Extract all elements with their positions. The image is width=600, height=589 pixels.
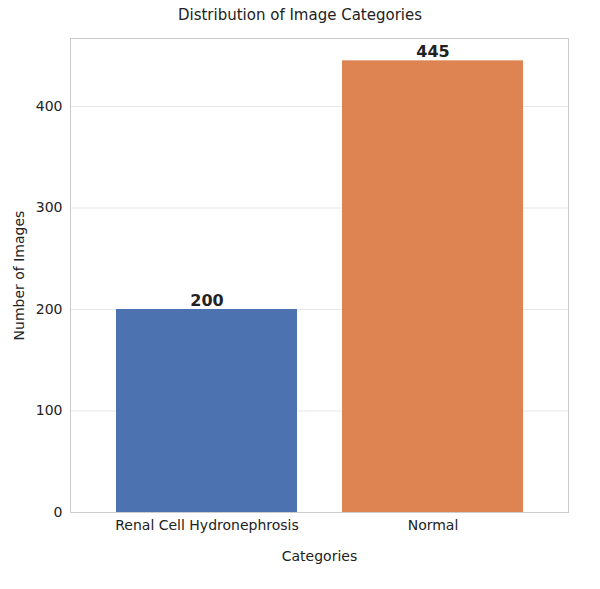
svg-text:300: 300 bbox=[36, 199, 63, 215]
svg-text:400: 400 bbox=[36, 98, 63, 114]
svg-text:200: 200 bbox=[36, 301, 63, 317]
svg-text:100: 100 bbox=[36, 402, 63, 418]
svg-text:0: 0 bbox=[54, 504, 63, 520]
svg-text:Normal: Normal bbox=[408, 517, 459, 533]
svg-text:445: 445 bbox=[416, 42, 449, 61]
svg-text:Renal Cell Hydronephrosis: Renal Cell Hydronephrosis bbox=[115, 517, 299, 533]
svg-text:200: 200 bbox=[190, 291, 223, 310]
html-text:Distribution of Image Categori: Distribution of Image Categories bbox=[177, 6, 422, 24]
svg-text:Categories: Categories bbox=[282, 548, 357, 564]
svg-text:Number of Images: Number of Images bbox=[11, 211, 27, 341]
